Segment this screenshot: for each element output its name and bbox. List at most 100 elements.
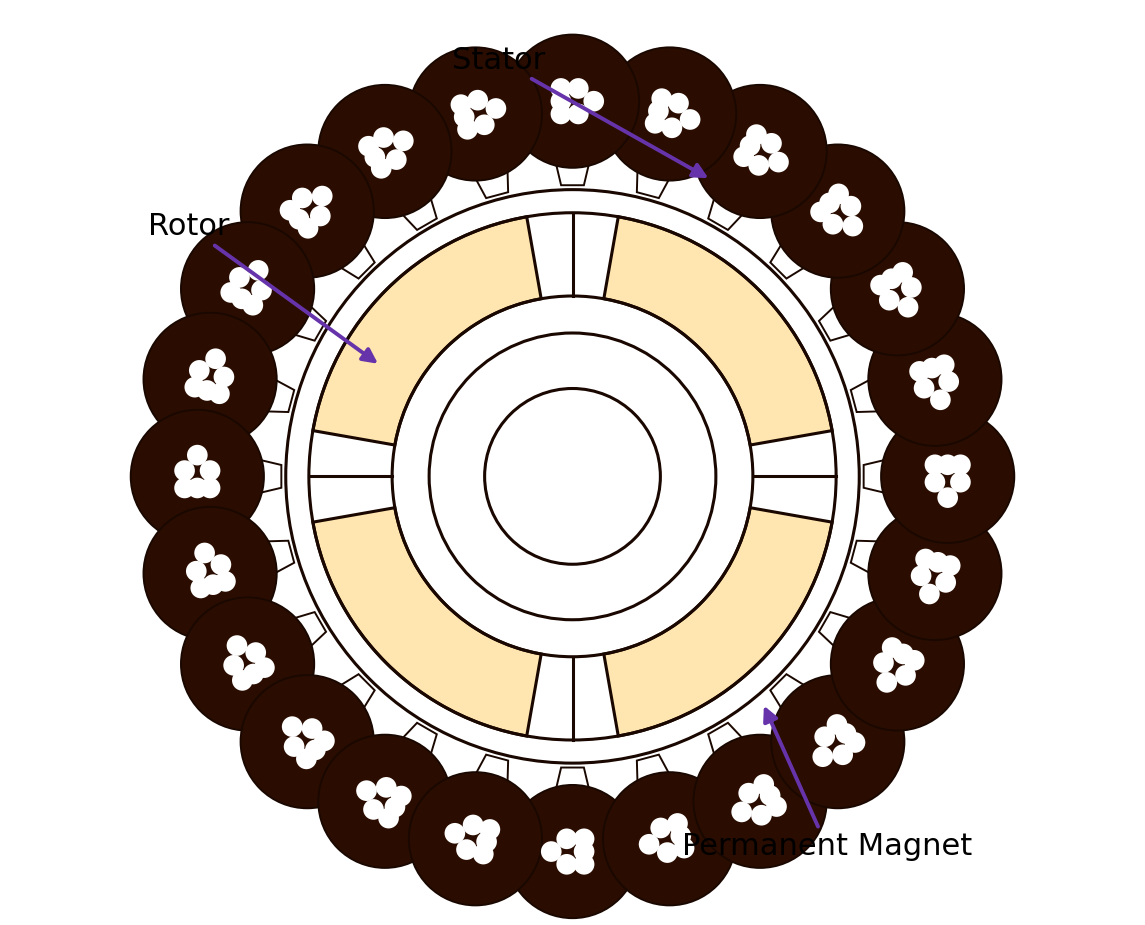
Polygon shape	[637, 755, 672, 788]
Circle shape	[223, 655, 244, 675]
Wedge shape	[603, 216, 832, 445]
Circle shape	[925, 472, 946, 492]
Circle shape	[473, 844, 493, 864]
Circle shape	[868, 507, 1002, 640]
Polygon shape	[637, 165, 672, 198]
Circle shape	[836, 723, 856, 744]
Circle shape	[189, 360, 210, 381]
Circle shape	[814, 726, 835, 747]
Circle shape	[190, 577, 211, 598]
Circle shape	[485, 98, 506, 118]
Polygon shape	[819, 612, 856, 651]
Circle shape	[429, 333, 716, 620]
Circle shape	[211, 554, 231, 575]
Circle shape	[648, 101, 669, 121]
Circle shape	[669, 92, 689, 114]
Circle shape	[827, 714, 847, 734]
Circle shape	[739, 783, 759, 804]
Polygon shape	[254, 459, 282, 494]
Circle shape	[766, 796, 787, 817]
Circle shape	[645, 113, 665, 133]
Circle shape	[772, 675, 905, 808]
Text: Permanent Magnet: Permanent Magnet	[681, 709, 972, 861]
Circle shape	[832, 745, 853, 765]
Circle shape	[187, 445, 207, 465]
Circle shape	[181, 598, 314, 731]
Circle shape	[813, 746, 834, 767]
Circle shape	[934, 354, 955, 376]
Circle shape	[240, 144, 373, 278]
Circle shape	[882, 410, 1014, 543]
Circle shape	[935, 572, 956, 593]
Circle shape	[195, 543, 215, 563]
Circle shape	[845, 733, 866, 753]
Circle shape	[506, 34, 639, 167]
Circle shape	[143, 313, 277, 446]
Circle shape	[910, 565, 931, 586]
Circle shape	[229, 267, 250, 288]
Circle shape	[476, 832, 497, 852]
Circle shape	[898, 297, 918, 317]
Circle shape	[254, 658, 275, 678]
Circle shape	[657, 843, 678, 863]
Circle shape	[282, 716, 302, 737]
Circle shape	[292, 188, 313, 208]
Circle shape	[453, 106, 474, 128]
Circle shape	[828, 183, 848, 204]
Polygon shape	[261, 541, 294, 576]
Circle shape	[680, 109, 701, 130]
Polygon shape	[554, 158, 591, 185]
Circle shape	[551, 91, 571, 112]
Circle shape	[603, 47, 736, 180]
Circle shape	[639, 834, 660, 855]
Circle shape	[279, 200, 300, 220]
Polygon shape	[851, 541, 884, 576]
Circle shape	[318, 85, 451, 218]
Wedge shape	[313, 508, 542, 736]
Circle shape	[373, 128, 394, 148]
Wedge shape	[603, 508, 832, 736]
Circle shape	[584, 91, 605, 112]
Circle shape	[484, 388, 661, 564]
Circle shape	[831, 222, 964, 355]
Circle shape	[358, 136, 379, 156]
Circle shape	[243, 295, 263, 315]
Circle shape	[540, 841, 561, 862]
Circle shape	[314, 731, 334, 751]
Circle shape	[876, 672, 898, 693]
Circle shape	[364, 147, 385, 167]
Circle shape	[131, 410, 263, 543]
Circle shape	[650, 818, 671, 838]
Circle shape	[311, 186, 332, 206]
Circle shape	[506, 785, 639, 919]
Circle shape	[551, 78, 571, 99]
Circle shape	[181, 222, 314, 355]
Circle shape	[214, 366, 235, 388]
Circle shape	[768, 152, 789, 172]
Circle shape	[694, 734, 827, 868]
Circle shape	[184, 88, 961, 865]
Circle shape	[143, 507, 277, 640]
Circle shape	[174, 477, 195, 499]
Circle shape	[922, 358, 942, 378]
Text: Rotor: Rotor	[148, 212, 374, 361]
Circle shape	[385, 796, 405, 818]
Circle shape	[950, 472, 971, 492]
Circle shape	[895, 665, 916, 685]
Circle shape	[909, 361, 930, 382]
Circle shape	[574, 841, 594, 862]
Circle shape	[286, 190, 859, 763]
Circle shape	[297, 748, 317, 770]
Circle shape	[940, 555, 961, 576]
Circle shape	[474, 115, 495, 135]
Circle shape	[187, 477, 207, 499]
Circle shape	[184, 376, 205, 398]
Circle shape	[247, 260, 269, 280]
Circle shape	[740, 135, 760, 156]
Circle shape	[310, 205, 331, 227]
Text: Stator: Stator	[452, 45, 704, 176]
Polygon shape	[709, 722, 747, 760]
Circle shape	[927, 552, 948, 573]
Circle shape	[174, 461, 195, 481]
Circle shape	[240, 675, 373, 808]
